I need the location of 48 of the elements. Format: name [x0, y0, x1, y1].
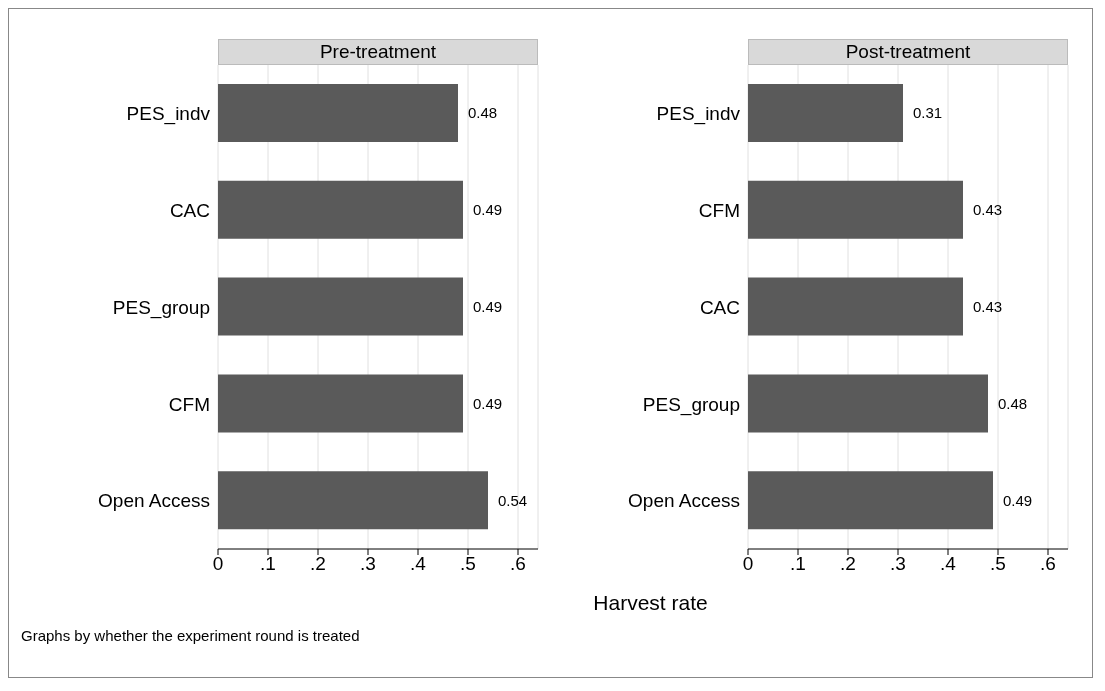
- y-tick-label: CAC: [699, 296, 740, 318]
- x-axis-title: Harvest rate: [592, 591, 709, 615]
- y-tick-label: PES_indv: [126, 103, 211, 126]
- x-tick-label: .5: [990, 553, 1006, 575]
- data-label: 0.48: [468, 104, 498, 122]
- bar: [748, 471, 993, 530]
- x-tick-label: .3: [360, 553, 376, 575]
- chart-title: Post-treatment: [748, 39, 1068, 65]
- bar: [748, 374, 988, 433]
- data-label: 0.49: [473, 201, 503, 219]
- data-label: 0.31: [913, 104, 943, 122]
- bar: [218, 374, 463, 433]
- y-tick-label: CFM: [698, 199, 740, 221]
- data-label: 0.48: [998, 394, 1028, 412]
- bar: [218, 471, 488, 530]
- bar: [218, 84, 458, 142]
- data-label: 0.49: [473, 297, 503, 315]
- x-tick-label: 0: [742, 553, 754, 575]
- x-tick-label: .2: [310, 553, 326, 575]
- x-tick-label: .1: [260, 553, 276, 575]
- bar: [748, 84, 903, 142]
- x-tick-label: .6: [510, 553, 526, 575]
- y-tick-label: Open Access: [628, 490, 740, 512]
- x-tick-label: .3: [890, 553, 906, 575]
- data-label: 0.43: [973, 297, 1003, 315]
- y-tick-label: PES_indv: [656, 103, 741, 126]
- x-tick-label: 0: [212, 553, 224, 575]
- y-tick-label: Open Access: [98, 490, 210, 512]
- data-label: 0.49: [473, 394, 503, 412]
- x-tick-label: .6: [1040, 553, 1056, 575]
- bar: [748, 180, 963, 239]
- bar: [748, 277, 963, 336]
- x-tick-label: .5: [460, 553, 476, 575]
- data-label: 0.43: [973, 201, 1003, 219]
- x-tick-label: .2: [840, 553, 856, 575]
- bar: [218, 277, 463, 336]
- text: Graphs by whether the experiment round is treated: [21, 627, 361, 644]
- data-label: 0.54: [498, 491, 528, 509]
- chart-title: Pre-treatment: [218, 39, 538, 65]
- x-tick-label: .4: [410, 553, 427, 575]
- bar: [218, 180, 463, 239]
- y-tick-label: CAC: [169, 199, 210, 221]
- y-tick-label: CFM: [168, 393, 210, 415]
- y-tick-label: PES_group: [112, 296, 210, 319]
- x-tick-label: .1: [790, 553, 806, 575]
- data-label: 0.49: [1003, 491, 1033, 509]
- y-tick-label: PES_group: [642, 393, 740, 416]
- x-tick-label: .4: [940, 553, 957, 575]
